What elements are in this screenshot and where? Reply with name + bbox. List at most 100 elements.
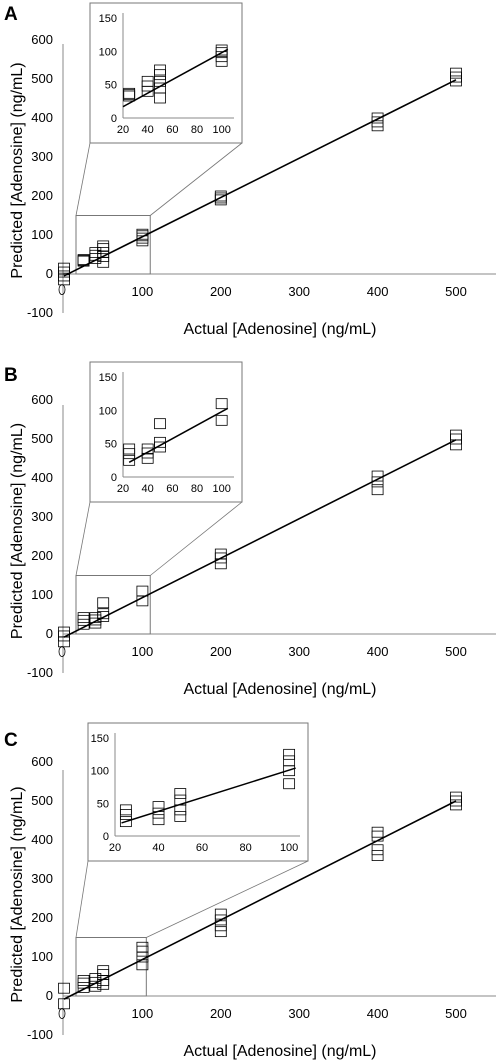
data-point [450,67,462,79]
inset-fit-line [122,48,229,108]
inset: 0 50 100 150 20 40 60 80 100 [87,722,309,862]
fit-line [63,800,457,1000]
data-point [58,274,70,286]
inset-data-point [119,816,132,828]
data-point [214,548,227,560]
fit-line [63,79,457,277]
inset-x-tick-label: 20 [117,124,129,136]
x-axis-label: Actual [Adenosine] (ng/mL) [184,681,377,698]
x-tick-label: 500 [445,1006,467,1021]
y-tick-label: 300 [31,509,53,524]
y-tick-label: 200 [31,188,53,203]
inset-data-point [141,75,154,87]
inset-x-tick-label: 40 [152,842,164,854]
data-point [450,791,462,803]
inset-frame [89,361,243,503]
data-point [97,597,110,609]
x-tick-label: 400 [367,1006,389,1021]
inset-x-tick-label: 60 [166,124,178,136]
y-tick-label: 100 [31,587,53,602]
inset-data-point [215,44,228,56]
data-point [97,965,110,977]
inset-data-point [152,807,165,819]
y-tick-label: 0 [46,626,53,641]
panel-letter: C [4,730,18,751]
data-point [371,850,384,861]
data-point [371,476,384,488]
inset-x-tick-label: 40 [142,124,154,136]
data-point [371,112,384,124]
inset-data-point [215,414,228,426]
inset-data-point [154,82,166,94]
data-point [97,243,110,255]
inset-frame [89,2,243,144]
inset-data-point [174,788,187,799]
data-point [214,920,227,932]
inset-data-point [141,443,154,455]
y-tick-label: 400 [31,470,53,485]
inset-data-point [123,443,136,455]
inset-x-tick-label: 100 [212,483,230,495]
data-point [371,120,384,132]
inset-data-point [283,755,296,767]
zoom-connector [149,142,243,216]
x-tick-label: 200 [210,644,232,659]
inset-data-point [123,87,136,99]
inset-x-tick-label: 80 [191,483,203,495]
inset-y-tick-label: 100 [99,46,117,58]
inset-data-point [152,814,165,826]
y-tick-label: 400 [31,832,53,847]
inset-data-point [174,794,187,806]
x-tick-label: 500 [445,284,467,299]
data-point [214,908,227,920]
y-tick-label: 200 [31,910,53,925]
inset-x-tick-label: 100 [280,842,298,854]
inset-y-tick-label: 50 [105,439,117,451]
y-tick-label: 100 [31,949,53,964]
inset-y-tick-label: 100 [91,766,109,778]
inset-data-point [119,804,132,816]
inset-x-tick-label: 60 [166,483,178,495]
x-axis-label: Actual [Adenosine] (ng/mL) [184,321,377,338]
y-tick-label: 400 [31,110,53,125]
inset-data-point [154,75,166,87]
inset-y-tick-label: 150 [99,372,117,384]
inset-data-point [123,454,136,466]
data-point [58,998,70,1010]
y-tick-label: 600 [31,754,53,769]
zoom-box [75,937,147,997]
data-point [89,612,102,624]
data-point [371,844,384,856]
zoom-connector [75,142,91,216]
data-point [136,941,149,953]
x-tick-label: 300 [288,284,310,299]
y-tick-label: 200 [31,548,53,563]
data-point [97,608,110,620]
data-point [58,284,66,296]
data-point [89,973,102,984]
y-tick-label: -100 [27,665,53,680]
inset-x-tick-label: 80 [191,124,203,136]
y-tick-label: -100 [27,1027,53,1042]
zoom-box [75,215,151,275]
inset-data-point [174,811,187,822]
data-point [58,636,70,648]
data-point [89,247,102,258]
x-tick-label: 100 [132,284,154,299]
inset-y-tick-label: 50 [105,80,117,92]
panel-letter: A [4,4,18,25]
data-point [58,982,70,994]
data-point [371,484,384,496]
y-tick-label: 500 [31,793,53,808]
inset-data-point [154,64,166,76]
data-point [450,429,462,441]
inset-y-tick-label: 150 [99,13,117,25]
y-tick-label: -100 [27,305,53,320]
inset-y-tick-label: 50 [97,798,109,810]
data-point [371,470,384,482]
inset-fit-line [121,767,296,824]
zoom-connector [75,860,89,938]
y-tick-label: 300 [31,871,53,886]
